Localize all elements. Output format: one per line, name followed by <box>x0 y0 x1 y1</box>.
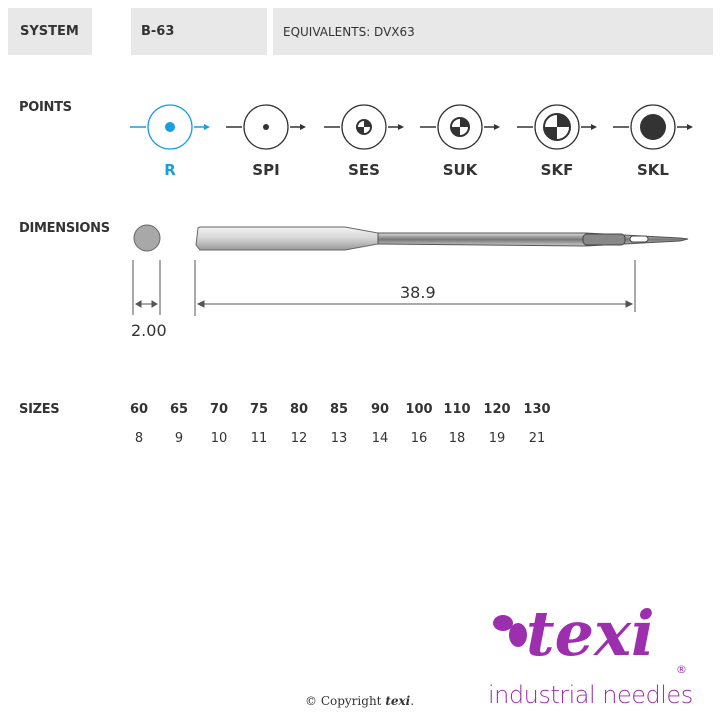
point-suk-icon <box>420 104 500 150</box>
singer-size: 13 <box>330 431 348 446</box>
singer-size: 11 <box>250 431 268 446</box>
metric-size: 70 <box>209 402 229 417</box>
metric-size: 80 <box>289 402 309 417</box>
singer-size: 8 <box>134 431 144 446</box>
system-value-cell: B-63 <box>131 8 267 55</box>
metric-size: 75 <box>249 402 269 417</box>
metric-size: 100 <box>405 402 433 417</box>
metric-size: 90 <box>370 402 390 417</box>
system-label-cell: SYSTEM <box>8 8 92 55</box>
point-label: SUK <box>442 161 478 179</box>
system-label: SYSTEM <box>20 24 79 39</box>
copyright-brand: texi <box>385 694 411 708</box>
length-dimension <box>194 260 636 316</box>
system-value: B-63 <box>141 24 175 39</box>
length-value: 38.9 <box>400 283 436 302</box>
butterfly-icon <box>493 615 527 647</box>
point-skl-icon <box>613 104 693 150</box>
point-label: SKF <box>540 161 574 179</box>
singer-size: 18 <box>448 431 466 446</box>
metric-size: 60 <box>129 402 149 417</box>
metric-size: 110 <box>443 402 471 417</box>
point-label: R <box>164 161 176 179</box>
diameter-value: 2.00 <box>131 321 167 340</box>
brand-name: texi <box>526 597 655 670</box>
dimensions-label: DIMENSIONS <box>19 221 110 236</box>
cross-section-icon <box>133 224 161 252</box>
singer-size: 10 <box>210 431 228 446</box>
singer-size: 14 <box>371 431 389 446</box>
copyright: © Copyright texi. <box>305 694 415 708</box>
brand-tagline: industrial needles <box>488 681 693 709</box>
sizes-label: SIZES <box>19 402 60 417</box>
points-label: POINTS <box>19 100 72 115</box>
point-label: SKL <box>637 161 669 179</box>
point-skf-icon <box>517 104 597 150</box>
singer-size: 21 <box>528 431 546 446</box>
point-label: SPI <box>252 161 280 179</box>
metric-size: 65 <box>169 402 189 417</box>
point-spi-icon <box>226 104 306 150</box>
equivalents: EQUIVALENTS: DVX63 <box>283 24 415 39</box>
needle-drawing <box>195 226 689 251</box>
diameter-dimension <box>132 260 161 315</box>
singer-size: 16 <box>410 431 428 446</box>
singer-size: 12 <box>290 431 308 446</box>
metric-size: 85 <box>329 402 349 417</box>
point-label: SES <box>348 161 380 179</box>
singer-size: 9 <box>174 431 184 446</box>
metric-size: 130 <box>523 402 551 417</box>
equivalents-cell: EQUIVALENTS: DVX63 <box>273 8 713 55</box>
point-r-icon <box>130 104 210 150</box>
point-ses-icon <box>324 104 404 150</box>
singer-size: 19 <box>488 431 506 446</box>
metric-size: 120 <box>483 402 511 417</box>
